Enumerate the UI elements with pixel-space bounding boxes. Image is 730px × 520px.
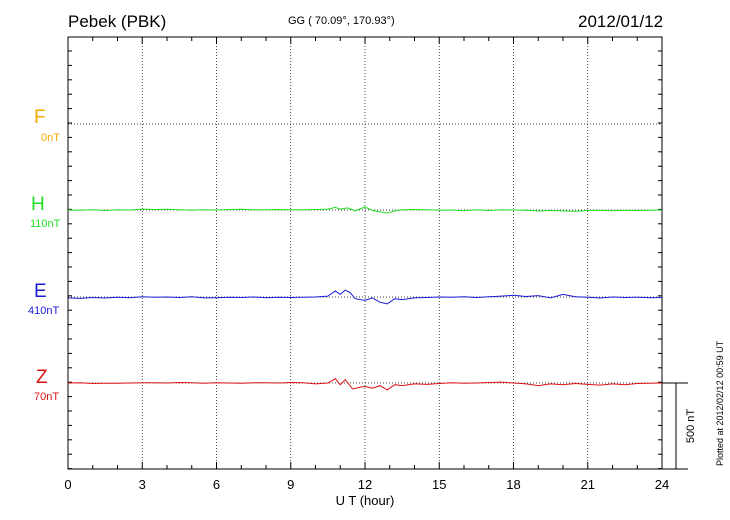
component-label-f: F xyxy=(34,107,46,128)
component-label-z: Z xyxy=(36,367,48,388)
series-line-z xyxy=(67,378,663,391)
component-label-e: E xyxy=(34,281,47,302)
series-line-e xyxy=(67,289,663,305)
x-tick-label: 18 xyxy=(506,477,520,492)
component-label-h: H xyxy=(31,194,45,215)
x-tick-label: 9 xyxy=(287,477,294,492)
chart-date: 2012/01/12 xyxy=(578,12,664,31)
x-tick-label: 24 xyxy=(655,477,669,492)
component-offset-z: 70nT xyxy=(34,391,60,403)
x-axis-label: U T (hour) xyxy=(336,493,395,508)
station-coordinates: GG ( 70.09°, 170.93°) xyxy=(288,15,395,27)
station-title: Pebek (PBK) xyxy=(68,12,167,31)
x-tick-label: 15 xyxy=(432,477,446,492)
component-offset-h: 110nT xyxy=(30,218,61,230)
x-tick-label: 21 xyxy=(581,477,595,492)
x-tick-label: 0 xyxy=(64,477,71,492)
plotted-timestamp: Plotted at 2012/02/12 00:59 UT xyxy=(715,340,725,466)
series-line-h xyxy=(67,206,663,214)
x-tick-label: 6 xyxy=(213,477,220,492)
x-tick-label: 3 xyxy=(139,477,146,492)
x-tick-label: 12 xyxy=(358,477,372,492)
component-offset-e: 410nT xyxy=(28,305,60,317)
scale-bar-label: 500 nT xyxy=(685,409,697,444)
component-offset-f: 0nT xyxy=(41,132,60,144)
